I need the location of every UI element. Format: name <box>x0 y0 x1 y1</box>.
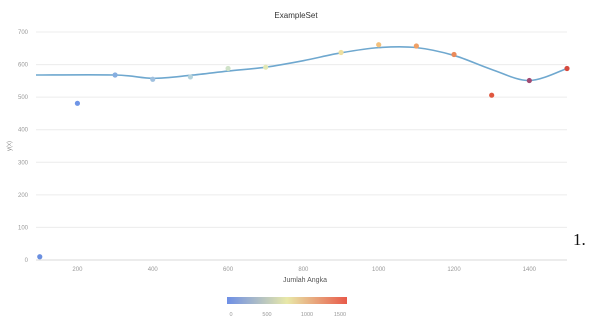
x-tick-label: 600 <box>223 267 234 273</box>
y-tick-label: 400 <box>18 128 29 134</box>
data-point <box>451 51 457 58</box>
side-note: 1. <box>573 230 586 249</box>
y-tick-labels: 0 100 200 300 400 500 600 700 <box>18 30 29 264</box>
data-point <box>376 42 382 48</box>
y-axis-label: y(x) <box>7 141 13 151</box>
data-point <box>37 254 43 260</box>
x-tick-label: 1000 <box>372 267 386 273</box>
y-tick-label: 100 <box>18 225 29 231</box>
grid <box>36 31 567 261</box>
data-point <box>526 77 532 84</box>
data-point <box>413 43 419 49</box>
x-tick-label: 800 <box>298 267 309 273</box>
data-point <box>489 92 495 98</box>
y-tick-label: 0 <box>25 258 29 264</box>
x-tick-label: 1200 <box>447 267 461 273</box>
colorbar-tick-label: 1000 <box>301 312 313 318</box>
data-point <box>564 65 570 72</box>
data-point <box>150 76 156 82</box>
x-tick-label: 1400 <box>523 267 537 273</box>
colorbar <box>227 297 347 304</box>
data-point <box>225 65 231 72</box>
colorbar-tick-labels: 0 500 1000 1500 <box>229 312 346 318</box>
y-tick-label: 300 <box>18 160 29 166</box>
data-point <box>263 64 269 70</box>
colorbar-tick-label: 0 <box>229 312 232 318</box>
colorbar-tick-label: 1500 <box>334 312 346 318</box>
data-points <box>37 42 570 260</box>
colorbar-tick-label: 500 <box>262 312 271 318</box>
x-axis-label: Jumlah Angka <box>283 277 327 284</box>
x-tick-label: 400 <box>148 267 159 273</box>
data-point <box>187 74 194 80</box>
x-tick-label: 200 <box>72 267 83 273</box>
x-tick-labels: 200 400 600 800 1000 1200 1400 <box>72 267 536 273</box>
y-tick-label: 600 <box>18 63 29 69</box>
data-point <box>112 72 118 78</box>
y-tick-label: 500 <box>18 95 29 101</box>
data-point <box>338 49 344 56</box>
y-tick-label: 200 <box>18 193 29 199</box>
data-point <box>74 100 81 106</box>
y-tick-label: 700 <box>18 30 29 36</box>
chart-title: ExampleSet <box>274 11 318 20</box>
